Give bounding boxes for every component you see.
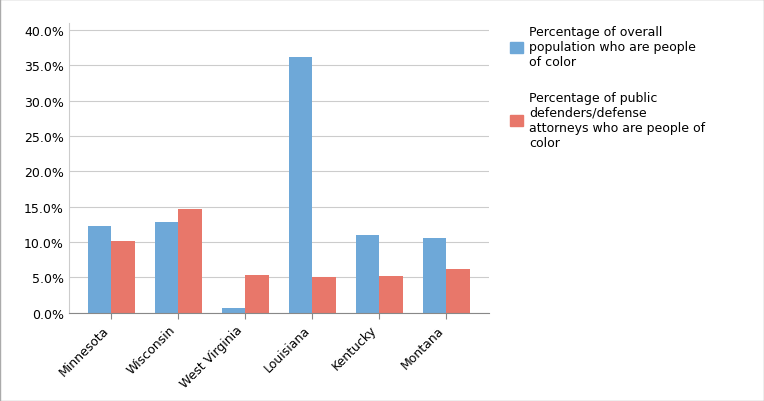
- Bar: [289, 58, 312, 313]
- Bar: [155, 223, 178, 313]
- Bar: [222, 308, 245, 313]
- Bar: [245, 275, 269, 313]
- Bar: [356, 235, 380, 313]
- Bar: [380, 276, 403, 313]
- Bar: [446, 270, 470, 313]
- Bar: [112, 241, 134, 313]
- Bar: [312, 277, 336, 313]
- Bar: [88, 226, 112, 313]
- Legend: Percentage of overall
population who are people
of color, Percentage of public
d: Percentage of overall population who are…: [510, 26, 705, 150]
- Bar: [423, 239, 446, 313]
- Bar: [178, 210, 202, 313]
